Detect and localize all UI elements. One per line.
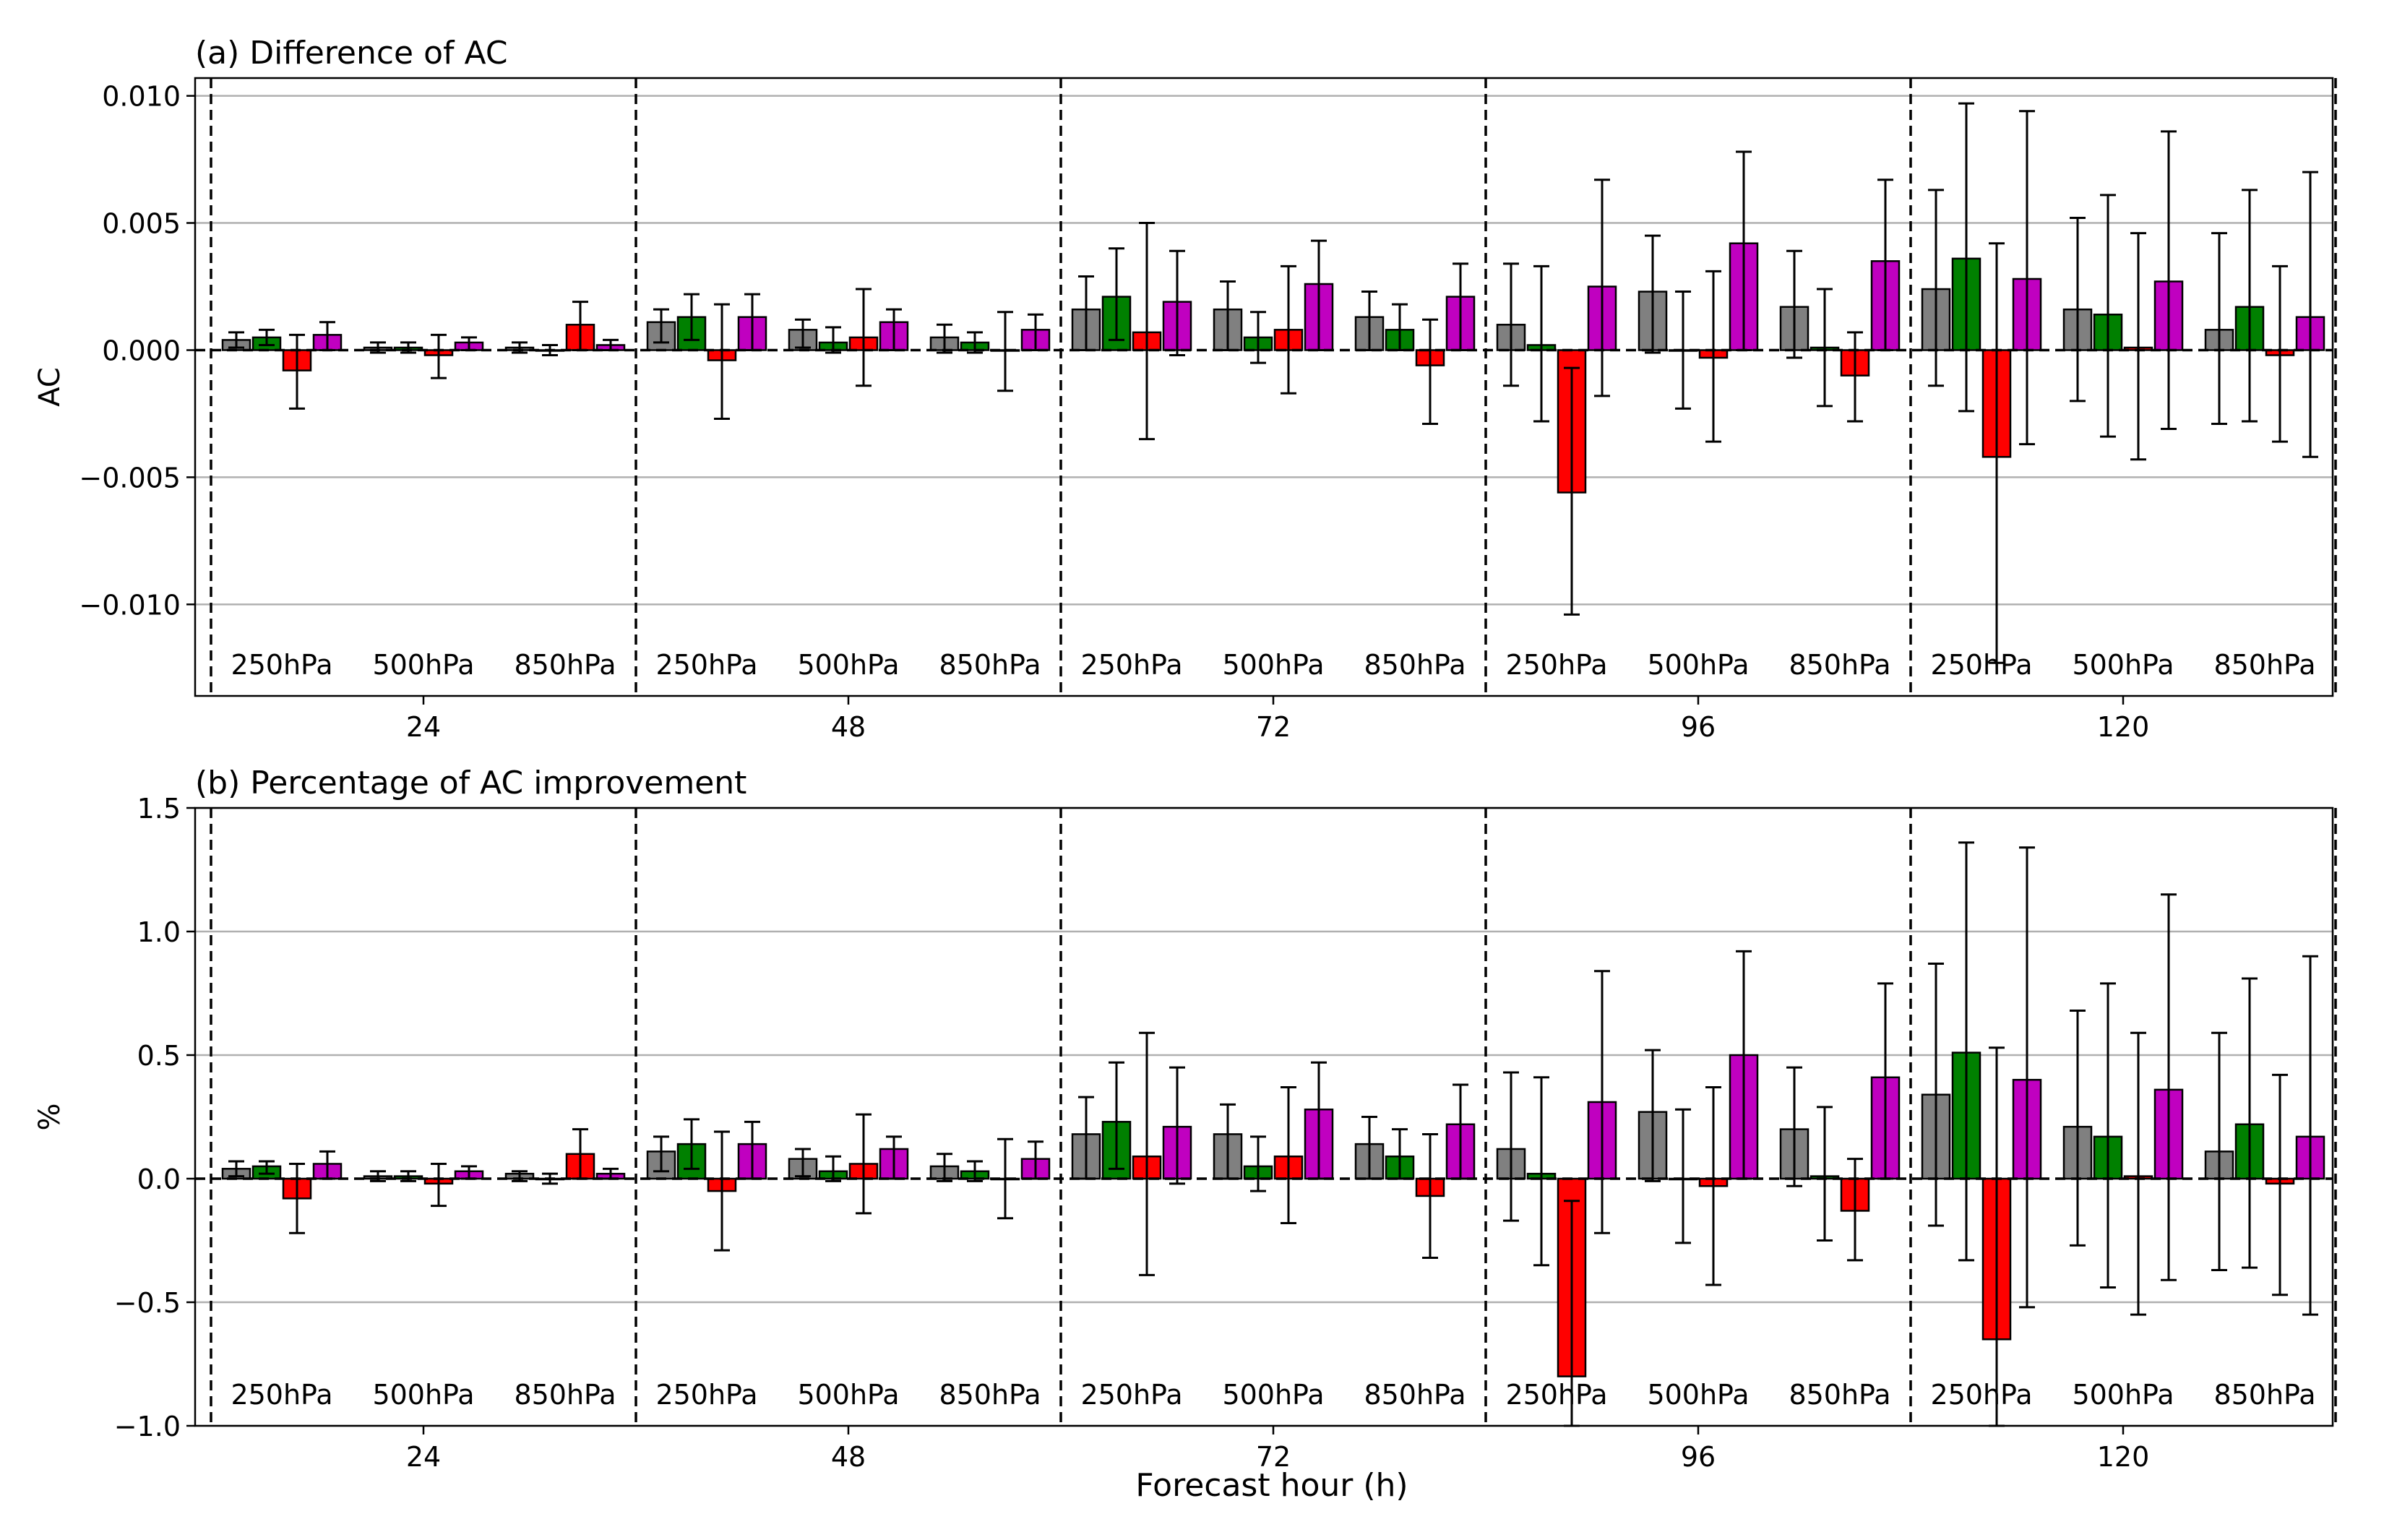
y-tick-label: 0.000 <box>102 335 181 366</box>
level-label: 500hPa <box>1647 1379 1749 1411</box>
axes-frame <box>194 806 2334 1427</box>
y-tick-label: −0.5 <box>114 1287 181 1319</box>
y-axis-label: % <box>33 1103 66 1130</box>
level-label: 850hPa <box>939 1379 1041 1411</box>
y-tick-label: 0.005 <box>102 208 181 240</box>
level-label: 850hPa <box>1789 649 1890 681</box>
level-label: 500hPa <box>797 1379 899 1411</box>
panel-a: (a) Difference of AC AC −0.010 −0.005 0.000 0… <box>33 35 2337 743</box>
y-tick-label: 0.5 <box>137 1040 181 1072</box>
y-tick-label: 1.5 <box>137 793 181 825</box>
x-axis-label: Forecast hour (h) <box>1135 1467 1408 1504</box>
level-label: 500hPa <box>1222 649 1324 681</box>
x-tick-label: 96 <box>1681 1441 1716 1473</box>
x-tick-label: 72 <box>1256 711 1291 743</box>
x-tick-label: 120 <box>2097 1441 2150 1473</box>
level-label: 250hPa <box>1080 649 1182 681</box>
level-label: 850hPa <box>1364 1379 1466 1411</box>
panel-b: (b) Percentage of AC improvement% −1.0 −0.… <box>33 765 2337 1473</box>
level-label: 850hPa <box>2213 649 2315 681</box>
level-label: 500hPa <box>2072 1379 2174 1411</box>
y-tick-label: −0.005 <box>79 462 181 494</box>
level-label: 250hPa <box>1930 1379 2032 1411</box>
level-label: 250hPa <box>1080 1379 1182 1411</box>
level-label: 250hPa <box>1930 649 2032 681</box>
level-label: 250hPa <box>655 649 757 681</box>
level-label: 250hPa <box>1505 1379 1607 1411</box>
x-tick-label: 72 <box>1256 1441 1291 1473</box>
level-label: 850hPa <box>939 649 1041 681</box>
level-label: 500hPa <box>372 649 474 681</box>
chart-title: (b) Percentage of AC improvement <box>195 765 746 801</box>
level-label: 850hPa <box>1364 649 1466 681</box>
chart-title: (a) Difference of AC <box>195 35 508 72</box>
level-label: 500hPa <box>372 1379 474 1411</box>
level-label: 250hPa <box>655 1379 757 1411</box>
level-label: 500hPa <box>2072 649 2174 681</box>
x-tick-label: 48 <box>831 711 866 743</box>
y-tick-label: −0.010 <box>79 589 181 621</box>
level-label: 500hPa <box>1222 1379 1324 1411</box>
level-label: 500hPa <box>797 649 899 681</box>
level-label: 250hPa <box>231 649 332 681</box>
level-label: 850hPa <box>514 649 616 681</box>
x-tick-label: 24 <box>406 711 441 743</box>
y-tick-label: −1.0 <box>114 1411 181 1442</box>
level-label: 850hPa <box>1789 1379 1890 1411</box>
level-label: 850hPa <box>2213 1379 2315 1411</box>
x-tick-label: 96 <box>1681 711 1716 743</box>
level-label: 500hPa <box>1647 649 1749 681</box>
x-tick-label: 24 <box>406 1441 441 1473</box>
level-label: 850hPa <box>514 1379 616 1411</box>
y-tick-label: 0.0 <box>137 1163 181 1195</box>
y-axis-label: AC <box>33 367 66 407</box>
axes-frame <box>194 77 2334 697</box>
x-tick-label: 120 <box>2097 711 2150 743</box>
level-label: 250hPa <box>231 1379 332 1411</box>
y-tick-label: 1.0 <box>137 916 181 948</box>
y-tick-label: 0.010 <box>102 81 181 113</box>
x-tick-label: 48 <box>831 1441 866 1473</box>
level-label: 250hPa <box>1505 649 1607 681</box>
